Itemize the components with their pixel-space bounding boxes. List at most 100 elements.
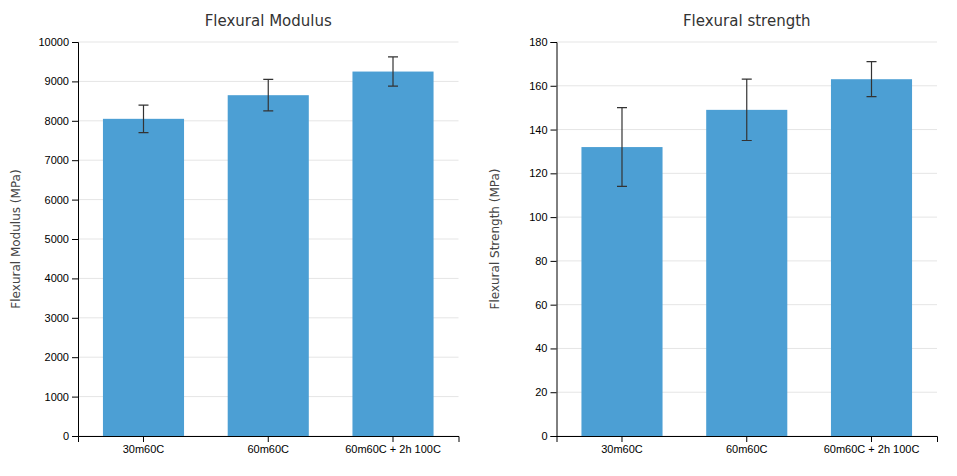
tick-label: 3000 bbox=[45, 312, 69, 324]
error-bar bbox=[388, 57, 398, 86]
tick-label: 30m60C bbox=[601, 443, 643, 455]
bar bbox=[706, 110, 787, 436]
tick-mark bbox=[551, 217, 557, 218]
tick-mark bbox=[72, 200, 78, 201]
tick-label: 60m60C bbox=[247, 443, 289, 455]
plot-area bbox=[103, 57, 434, 436]
tick-label: 8000 bbox=[45, 115, 69, 127]
error-bar bbox=[263, 79, 273, 111]
tick: 20 bbox=[535, 386, 556, 398]
tick: 0 bbox=[541, 430, 556, 442]
tick-mark bbox=[268, 436, 269, 442]
tick-label: 0 bbox=[541, 430, 547, 442]
axis-line bbox=[72, 43, 79, 437]
title: Flexural Modulus bbox=[205, 12, 332, 30]
tick-label: 60 bbox=[535, 299, 547, 311]
tick-label: 20 bbox=[535, 386, 547, 398]
tick-label: 6000 bbox=[45, 194, 69, 206]
figure: 0100020003000400050006000700080009000100… bbox=[0, 0, 957, 476]
tick: 60 bbox=[535, 299, 556, 311]
grid-line bbox=[557, 42, 938, 43]
tick-mark bbox=[72, 239, 78, 240]
tick-label: 9000 bbox=[45, 75, 69, 87]
tick-label: 140 bbox=[529, 124, 547, 136]
axis-line bbox=[557, 437, 938, 443]
tick: 120 bbox=[529, 167, 556, 179]
tick: 10000 bbox=[38, 36, 78, 48]
tick: 80 bbox=[535, 255, 556, 267]
tick-mark bbox=[72, 436, 78, 437]
tick: 60m60C + 2h 100C bbox=[824, 436, 920, 455]
tick-mark bbox=[551, 42, 557, 43]
bar bbox=[581, 147, 662, 436]
bar bbox=[831, 79, 912, 436]
tick-label: 80 bbox=[535, 255, 547, 267]
tick: 0 bbox=[63, 430, 78, 442]
tick-mark bbox=[746, 436, 747, 442]
tick-mark bbox=[551, 436, 557, 437]
tick: 100 bbox=[529, 211, 556, 223]
tick: 7000 bbox=[45, 154, 78, 166]
tick-mark bbox=[72, 357, 78, 358]
tick: 30m60C bbox=[123, 436, 165, 455]
tick-label: 100 bbox=[529, 211, 547, 223]
tick-label: 10000 bbox=[38, 36, 69, 48]
tick: 1000 bbox=[45, 391, 78, 403]
tick: 40 bbox=[535, 342, 556, 354]
tick: 60m60C bbox=[726, 436, 768, 455]
tick-mark bbox=[551, 173, 557, 174]
tick: 160 bbox=[529, 80, 556, 92]
title: Flexural strength bbox=[683, 12, 811, 30]
tick-label: 4000 bbox=[45, 272, 69, 284]
tick-mark bbox=[143, 436, 144, 442]
tick-mark bbox=[72, 160, 78, 161]
tick: 4000 bbox=[45, 272, 78, 284]
y-axis: 0 20 40 60 80 100 120 140 160 180 bbox=[529, 36, 557, 442]
bar bbox=[352, 72, 433, 436]
x-axis: 30m60C 60m60C 60m60C + 2h 100C bbox=[557, 436, 938, 455]
tick: 5000 bbox=[45, 233, 78, 245]
tick-mark bbox=[551, 86, 557, 87]
tick: 8000 bbox=[45, 115, 78, 127]
axis-title: Flexural Modulus (MPa) bbox=[9, 169, 23, 308]
tick-mark bbox=[72, 42, 78, 43]
tick-label: 120 bbox=[529, 167, 547, 179]
axis-line bbox=[79, 437, 460, 443]
axis-title: Flexural Strength (MPa) bbox=[488, 168, 502, 309]
tick-label: 0 bbox=[63, 430, 69, 442]
y-axis: 0 1000 2000 3000 4000 5000 6000 7000 8000 9000 100… bbox=[38, 36, 78, 442]
tick-label: 1000 bbox=[45, 391, 69, 403]
tick-label: 40 bbox=[535, 342, 547, 354]
panel: 0 20 40 60 80 100 120 140 160 180 30m60C 60m60C 60m6… bbox=[488, 12, 938, 455]
bar bbox=[228, 95, 309, 436]
tick-label: 160 bbox=[529, 80, 547, 92]
error-bar bbox=[138, 105, 148, 133]
x-axis: 30m60C 60m60C 60m60C + 2h 100C bbox=[79, 436, 460, 455]
tick-mark bbox=[621, 436, 622, 442]
bar bbox=[103, 119, 184, 436]
tick-mark bbox=[551, 305, 557, 306]
tick-label: 60m60C + 2h 100C bbox=[824, 443, 920, 455]
tick-mark bbox=[393, 436, 394, 442]
panel: 0 1000 2000 3000 4000 5000 6000 7000 8000 9000 100… bbox=[9, 12, 459, 455]
tick-mark bbox=[551, 392, 557, 393]
tick: 60m60C bbox=[247, 436, 289, 455]
grid-line bbox=[78, 42, 459, 43]
tick-label: 60m60C + 2h 100C bbox=[345, 443, 441, 455]
plot-area bbox=[581, 62, 912, 436]
tick-mark bbox=[72, 81, 78, 82]
error-bar bbox=[617, 108, 627, 187]
tick-label: 2000 bbox=[45, 351, 69, 363]
tick-label: 7000 bbox=[45, 154, 69, 166]
grid bbox=[557, 42, 938, 436]
error-bar bbox=[742, 79, 752, 140]
grid bbox=[78, 42, 459, 436]
tick-mark bbox=[72, 397, 78, 398]
tick-mark bbox=[551, 261, 557, 262]
tick-mark bbox=[871, 436, 872, 442]
tick: 60m60C + 2h 100C bbox=[345, 436, 441, 455]
tick-mark bbox=[72, 318, 78, 319]
tick: 180 bbox=[529, 36, 556, 48]
tick: 3000 bbox=[45, 312, 78, 324]
tick: 30m60C bbox=[601, 436, 643, 455]
